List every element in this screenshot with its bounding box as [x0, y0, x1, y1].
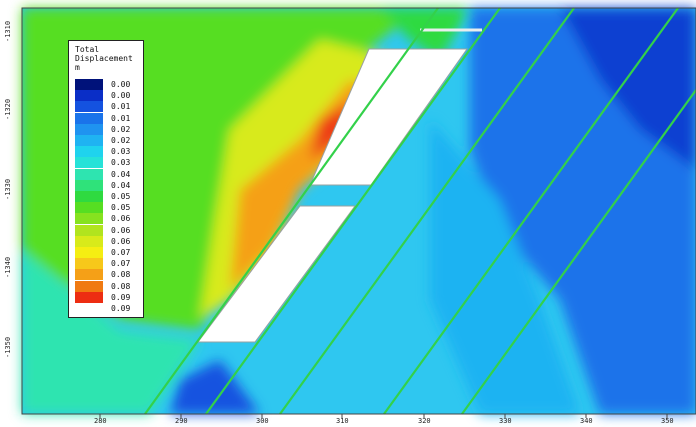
x-tick-label: 320 [418, 417, 431, 425]
y-tick-label: -1350 [4, 336, 12, 358]
legend-entry: 0.00 [75, 79, 139, 90]
legend-value: 0.06 [111, 225, 131, 235]
legend-swatch [75, 123, 103, 135]
legend-value: 0.05 [111, 192, 131, 201]
contour-field-bottom-blue [170, 360, 260, 414]
legend-swatch [75, 280, 103, 292]
legend-entry: 0.05 [75, 191, 139, 202]
legend-swatch [75, 90, 103, 102]
legend-value: 0.03 [111, 147, 131, 157]
legend-swatch [75, 179, 103, 191]
legend-entry: 0.02 [75, 135, 139, 146]
legend-entry: 0.08 [75, 280, 139, 292]
legend-value: 0.01 [111, 102, 131, 112]
y-tick-label: -1320 [4, 98, 12, 120]
legend-title: Total Displacement m [75, 45, 133, 72]
x-tick-label: 280 [94, 417, 107, 425]
legend-title-line-3: m [75, 63, 80, 72]
legend-swatch [75, 79, 103, 90]
legend-swatch [75, 146, 103, 158]
legend-entry: 0.07 [75, 258, 139, 270]
legend-entry: 0.04 [75, 168, 139, 180]
legend-value: 0.07 [111, 248, 131, 257]
legend-entry: 0.05 [75, 202, 139, 214]
contour-field-navy [560, 8, 696, 170]
legend-entry: 0.01 [75, 112, 139, 124]
legend-entry: 0.03 [75, 146, 139, 158]
legend-title-line-1: Total [75, 45, 100, 54]
x-tick-label: 290 [175, 417, 188, 425]
legend-entry: 0.09 [75, 303, 139, 314]
legend-swatch [75, 157, 103, 169]
legend-swatch [75, 235, 103, 247]
legend-value: 0.02 [111, 124, 131, 134]
legend-value: 0.03 [111, 158, 131, 168]
legend-entry: 0.02 [75, 123, 139, 135]
legend-entry: 0.01 [75, 101, 139, 113]
joint-line-3 [279, 7, 575, 415]
contour-field-green-upper [380, 8, 470, 60]
legend-entry: 0.04 [75, 179, 139, 191]
legend-value: 0.02 [111, 136, 131, 145]
legend-swatch [75, 191, 103, 202]
legend-swatch [75, 303, 103, 314]
joint-line-4 [383, 7, 679, 415]
legend-swatch [75, 168, 103, 180]
legend-entry: 0.03 [75, 157, 139, 169]
x-tick-label: 340 [580, 417, 593, 425]
joint-line-1 [144, 7, 439, 415]
y-tick-label: -1340 [4, 256, 12, 278]
legend-swatch [75, 258, 103, 270]
joint-line-2 [205, 7, 501, 415]
legend-swatch [75, 101, 103, 113]
legend-value: 0.04 [111, 169, 131, 179]
x-tick-label: 330 [499, 417, 512, 425]
legend-entry: 0.08 [75, 269, 139, 281]
legend-swatch [75, 269, 103, 281]
legend-value: 0.00 [111, 80, 131, 89]
legend-value: 0.08 [111, 281, 131, 291]
legend-entry: 0.09 [75, 291, 139, 303]
contour-field-cyan-band [430, 120, 580, 414]
legend-swatch [75, 213, 103, 225]
legend-entry: 0.06 [75, 235, 139, 247]
legend-entry: 0.00 [75, 90, 139, 102]
x-tick-label: 300 [256, 417, 269, 425]
excavation-lower [197, 205, 356, 343]
legend-title-line-2: Displacement [75, 54, 133, 63]
legend-value: 0.05 [111, 203, 131, 213]
legend-swatch [75, 202, 103, 214]
x-tick-label: 310 [336, 417, 349, 425]
displacement-legend: Total Displacement m 0.00 0.00 0.01 0.01 0.0… [68, 40, 144, 318]
legend-entry: 0.07 [75, 247, 139, 258]
legend-value: 0.04 [111, 180, 131, 190]
legend-entry: 0.06 [75, 213, 139, 225]
joint-line-5 [461, 89, 696, 415]
legend-value: 0.09 [111, 292, 131, 302]
legend-value: 0.06 [111, 214, 131, 224]
contour-field-left-teal [22, 250, 200, 414]
y-tick-label: -1330 [4, 178, 12, 200]
legend-value: 0.06 [111, 236, 131, 246]
legend-value: 0.00 [111, 91, 131, 101]
x-tick-label: 350 [661, 417, 674, 425]
legend-value: 0.01 [111, 113, 131, 123]
legend-value: 0.07 [111, 259, 131, 269]
y-tick-label: -1310 [4, 20, 12, 42]
legend-swatch [75, 247, 103, 258]
legend-swatch [75, 291, 103, 303]
legend-swatch [75, 135, 103, 146]
legend-swatch [75, 224, 103, 236]
legend-value: 0.09 [111, 304, 131, 313]
legend-value: 0.08 [111, 270, 131, 280]
legend-entry: 0.06 [75, 224, 139, 236]
plot-frame [21, 7, 696, 415]
legend-swatch [75, 112, 103, 124]
